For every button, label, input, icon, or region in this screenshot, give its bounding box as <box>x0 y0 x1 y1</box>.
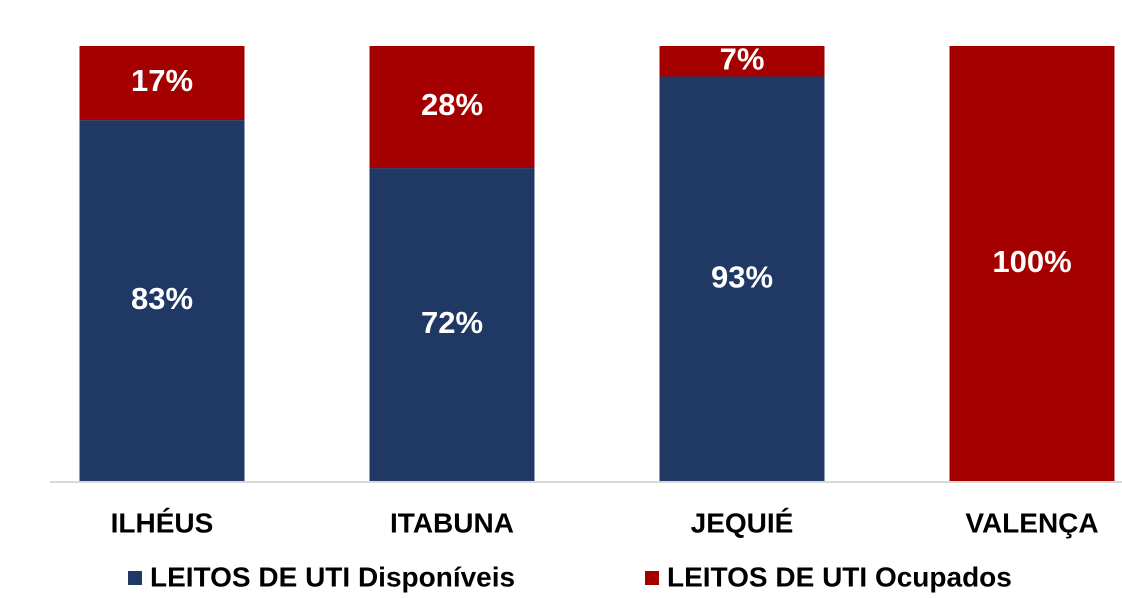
legend-label: LEITOS DE UTI Ocupados <box>667 561 1012 592</box>
data-label: 93% <box>711 259 773 294</box>
data-label: 7% <box>720 41 765 76</box>
legend-marker <box>645 571 659 585</box>
legend-marker <box>128 571 142 585</box>
data-label: 72% <box>421 305 483 340</box>
bar-segment <box>79 46 245 121</box>
legend-label: LEITOS DE UTI Disponíveis <box>150 561 515 592</box>
x-tick-label: VALENÇA <box>965 507 1098 538</box>
x-tick-label: ILHÉUS <box>111 507 214 538</box>
bar-segment <box>369 46 535 169</box>
bar-segment <box>369 168 535 482</box>
bar-segment <box>79 120 245 482</box>
data-label: 28% <box>421 87 483 122</box>
bar-segment <box>659 46 825 77</box>
bar-segment <box>659 76 825 482</box>
data-label: 100% <box>992 244 1071 279</box>
x-tick-label: JEQUIÉ <box>691 507 794 538</box>
bar-segment <box>949 46 1115 482</box>
x-tick-label: ITABUNA <box>390 507 514 538</box>
plot-area: 83%17%72%28%93%7%0%100% <box>79 41 1115 482</box>
data-label: 83% <box>131 281 193 316</box>
data-label: 17% <box>131 63 193 98</box>
